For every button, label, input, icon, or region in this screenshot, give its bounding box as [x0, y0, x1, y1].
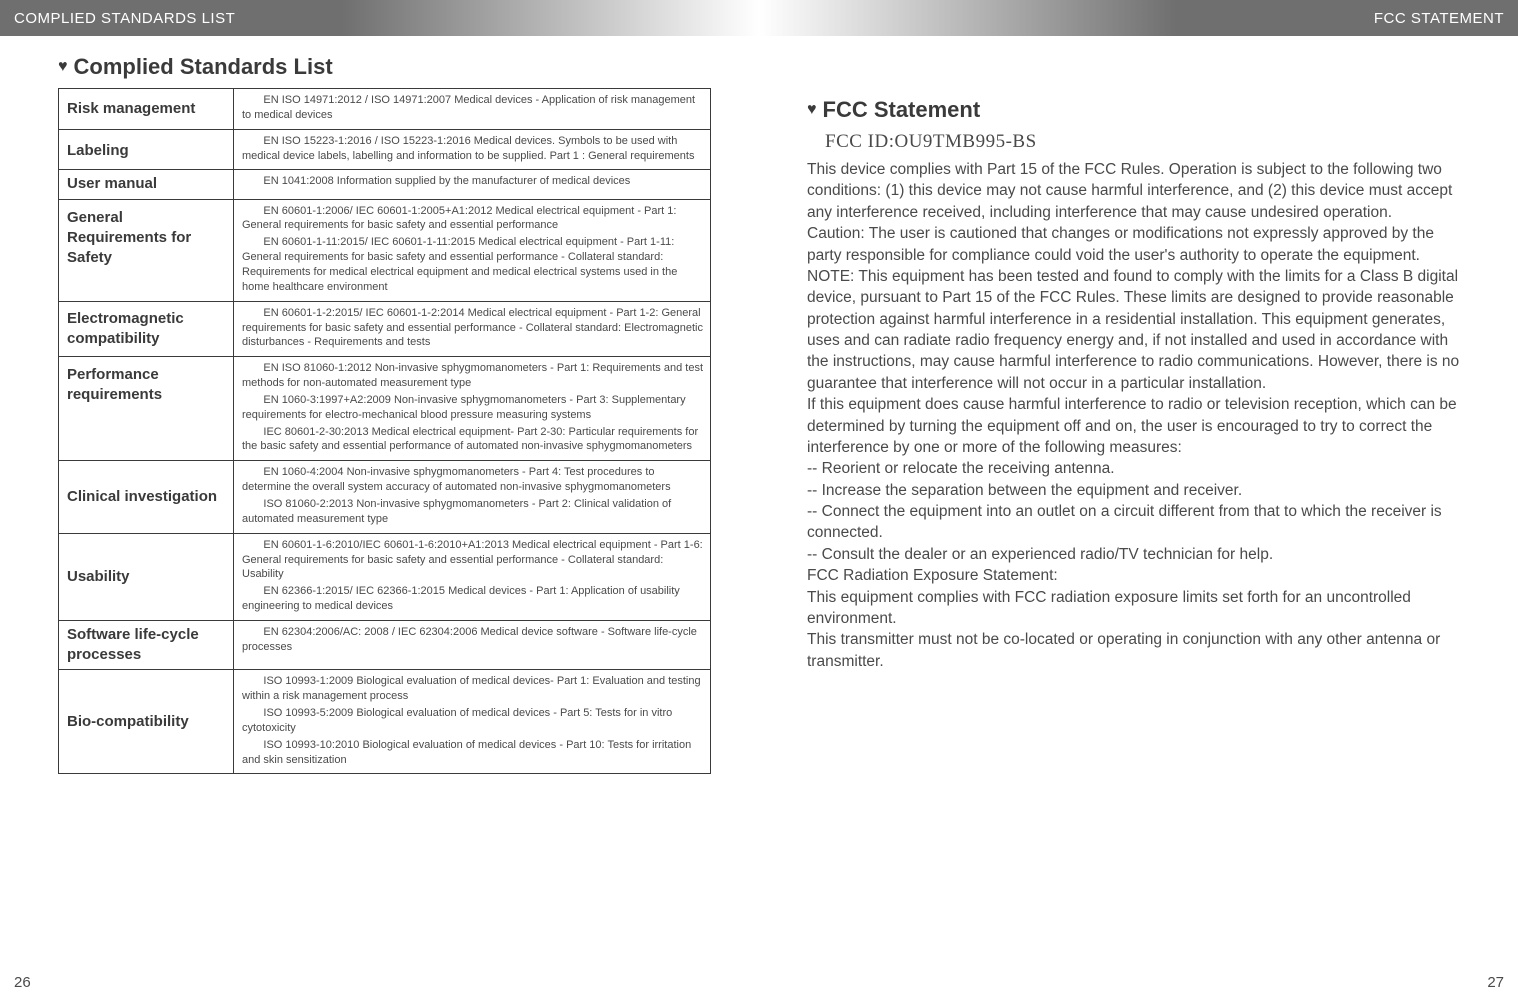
row-body: EN ISO 81060-1:2012 Non-invasive sphygmo…: [234, 357, 711, 461]
body-line: -- Increase the separation between the e…: [807, 480, 1460, 501]
row-body: EN 1041:2008 Information supplied by the…: [234, 170, 711, 199]
left-page: COMPLIED STANDARDS LIST ♥ Complied Stand…: [0, 0, 759, 1001]
left-content: ♥ Complied Standards List Risk managemen…: [0, 36, 759, 774]
row-label: Performance requirements: [59, 357, 234, 461]
body-line: FCC Radiation Exposure Statement:: [807, 565, 1460, 586]
body-line: NOTE: This equipment has been tested and…: [807, 266, 1460, 394]
row-label: User manual: [59, 170, 234, 199]
body-line: This transmitter must not be co-located …: [807, 629, 1460, 672]
right-content: ♥ FCC Statement FCC ID:OU9TMB995-BS This…: [759, 36, 1518, 672]
heart-icon: ♥: [807, 101, 817, 119]
row-body: EN 1060-4:2004 Non-invasive sphygmomanom…: [234, 461, 711, 533]
body-line: This device complies with Part 15 of the…: [807, 159, 1460, 223]
table-row: Software life-cycle processes EN 62304:2…: [59, 620, 711, 670]
right-title-text: FCC Statement: [823, 97, 981, 123]
table-row: Labeling EN ISO 15223-1:2016 / ISO 15223…: [59, 129, 711, 170]
row-label: Risk management: [59, 89, 234, 130]
row-body: EN 60601-1-2:2015/ IEC 60601-1-2:2014 Me…: [234, 301, 711, 357]
row-label: Electromagnetic compatibility: [59, 301, 234, 357]
row-label: Clinical investigation: [59, 461, 234, 533]
row-label: Software life-cycle processes: [59, 620, 234, 670]
fcc-body-text: This device complies with Part 15 of the…: [807, 159, 1460, 672]
row-label: Labeling: [59, 129, 234, 170]
fcc-id: FCC ID:OU9TMB995-BS: [825, 131, 1460, 153]
body-line: -- Consult the dealer or an experienced …: [807, 544, 1460, 565]
page-number-right: 27: [1487, 974, 1504, 991]
row-body: EN 62304:2006/AC: 2008 / IEC 62304:2006 …: [234, 620, 711, 670]
row-body: ISO 10993-1:2009 Biological evaluation o…: [234, 670, 711, 774]
heart-icon: ♥: [58, 58, 68, 76]
right-section-title: ♥ FCC Statement: [807, 97, 1460, 123]
row-body: EN ISO 14971:2012 / ISO 14971:2007 Medic…: [234, 89, 711, 130]
row-body: EN ISO 15223-1:2016 / ISO 15223-1:2016 M…: [234, 129, 711, 170]
body-line: This equipment complies with FCC radiati…: [807, 587, 1460, 630]
row-body: EN 60601-1-6:2010/IEC 60601-1-6:2010+A1:…: [234, 533, 711, 620]
left-header-bar: COMPLIED STANDARDS LIST: [0, 0, 759, 36]
right-header-text: FCC STATEMENT: [1374, 10, 1518, 27]
table-row: Bio-compatibility ISO 10993-1:2009 Biolo…: [59, 670, 711, 774]
body-line: -- Reorient or relocate the receiving an…: [807, 458, 1460, 479]
table-row: Usability EN 60601-1-6:2010/IEC 60601-1-…: [59, 533, 711, 620]
table-row: User manual EN 1041:2008 Information sup…: [59, 170, 711, 199]
row-body: EN 60601-1:2006/ IEC 60601-1:2005+A1:201…: [234, 199, 711, 301]
left-title-text: Complied Standards List: [74, 54, 333, 80]
left-header-text: COMPLIED STANDARDS LIST: [0, 10, 235, 27]
right-page: FCC STATEMENT ♥ FCC Statement FCC ID:OU9…: [759, 0, 1518, 1001]
page-number-left: 26: [14, 974, 31, 991]
row-label: Usability: [59, 533, 234, 620]
table-row: Risk management EN ISO 14971:2012 / ISO …: [59, 89, 711, 130]
body-line: If this equipment does cause harmful int…: [807, 394, 1460, 458]
row-label: Bio-compatibility: [59, 670, 234, 774]
table-row: Performance requirements EN ISO 81060-1:…: [59, 357, 711, 461]
right-header-bar: FCC STATEMENT: [759, 0, 1518, 36]
row-label: General Requirements for Safety: [59, 199, 234, 301]
table-row: General Requirements for Safety EN 60601…: [59, 199, 711, 301]
table-row: Electromagnetic compatibility EN 60601-1…: [59, 301, 711, 357]
table-row: Clinical investigation EN 1060-4:2004 No…: [59, 461, 711, 533]
body-line: -- Connect the equipment into an outlet …: [807, 501, 1460, 544]
standards-table: Risk management EN ISO 14971:2012 / ISO …: [58, 88, 711, 774]
body-line: Caution: The user is cautioned that chan…: [807, 223, 1460, 266]
left-section-title: ♥ Complied Standards List: [58, 54, 711, 80]
